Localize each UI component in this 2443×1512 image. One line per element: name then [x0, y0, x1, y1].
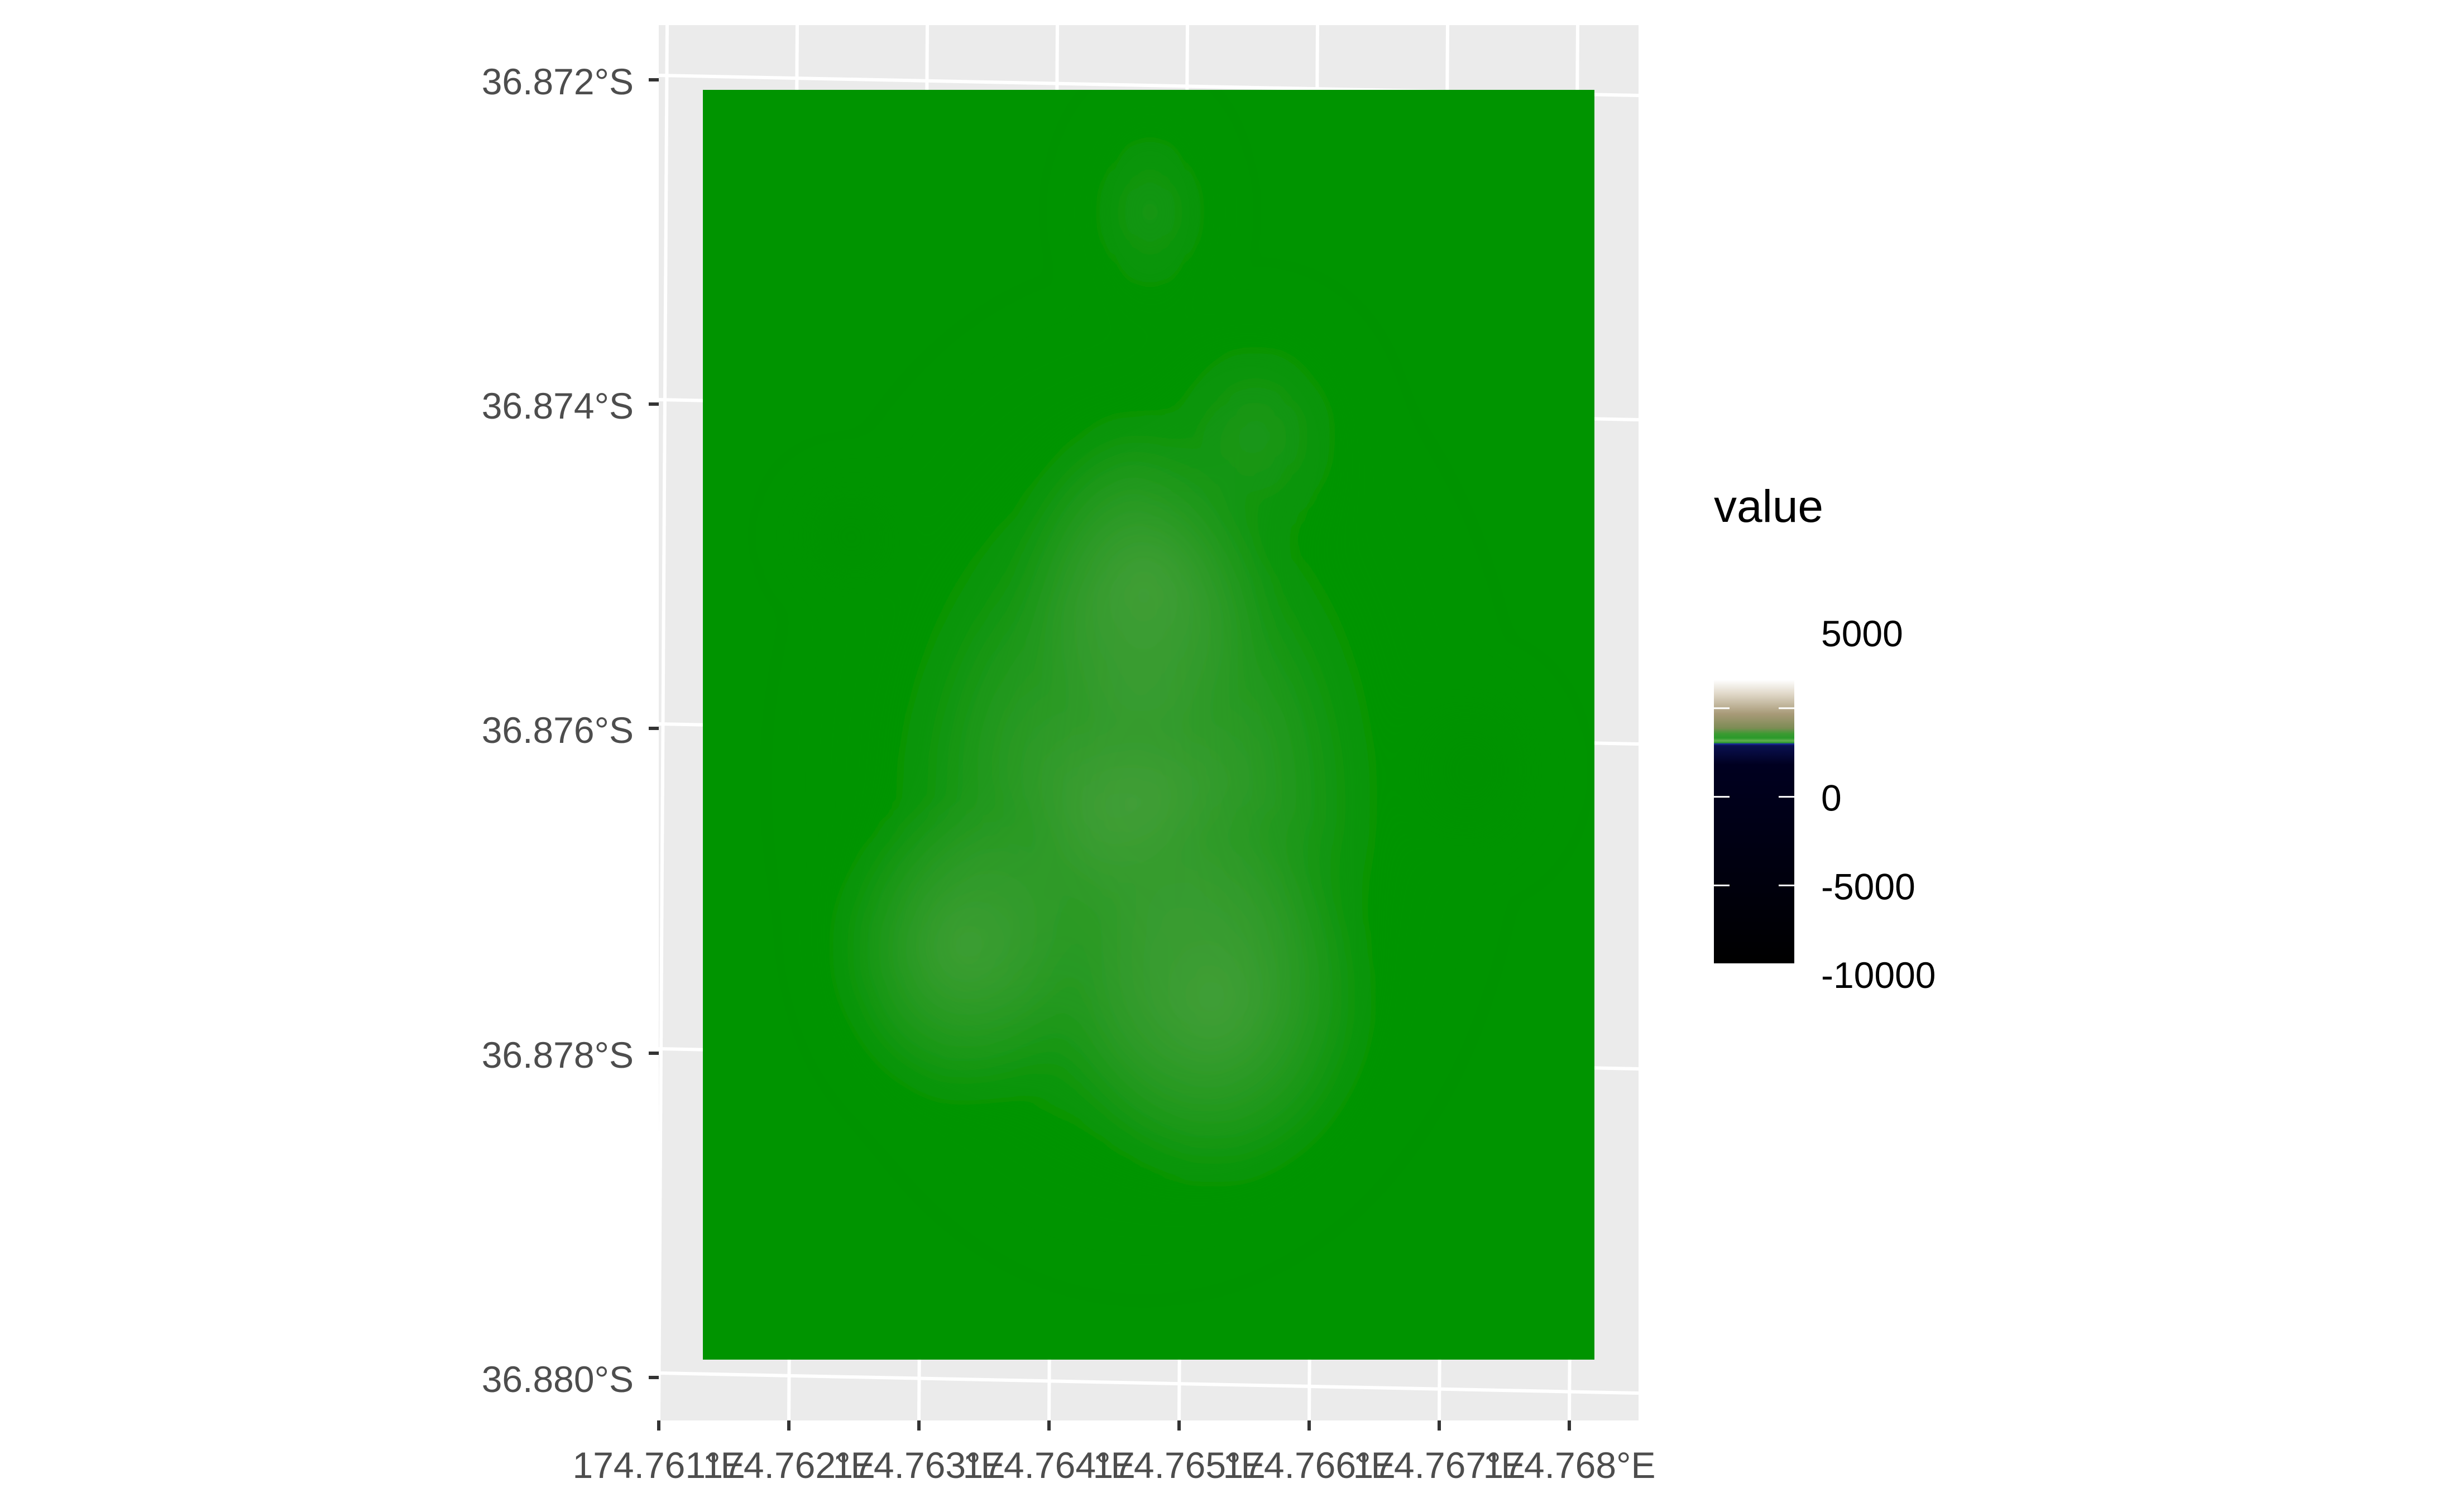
y-tick-label: 36.878°S — [482, 1034, 634, 1076]
elevation-raster — [703, 90, 1594, 1360]
legend-title: value — [1714, 481, 1823, 532]
y-tick-label: 36.876°S — [482, 709, 634, 751]
legend-label: -5000 — [1821, 866, 1915, 907]
x-tick-label: 174.766°E — [1223, 1444, 1396, 1486]
x-tick-label: 174.767°E — [1353, 1444, 1526, 1486]
x-axis: 174.761°E174.762°E174.763°E174.764°E174.… — [573, 1420, 1656, 1486]
y-tick-label: 36.880°S — [482, 1359, 634, 1400]
legend-label: 5000 — [1821, 613, 1903, 654]
y-tick-label: 36.872°S — [482, 61, 634, 102]
legend: value 5000 0 -5000 -10000 — [1714, 481, 1936, 996]
x-tick-label: 174.764°E — [963, 1444, 1136, 1486]
y-tick-label: 36.874°S — [482, 385, 634, 426]
x-tick-label: 174.761°E — [573, 1444, 745, 1486]
x-tick-label: 174.768°E — [1483, 1444, 1656, 1486]
x-tick-label: 174.765°E — [1093, 1444, 1266, 1486]
legend-label: 0 — [1821, 777, 1842, 819]
y-axis: 36.872°S 36.874°S 36.876°S 36.878°S 36.880°S — [482, 61, 659, 1400]
legend-colorbar — [1714, 680, 1794, 963]
x-tick-label: 174.763°E — [833, 1444, 1005, 1486]
legend-ticks: 5000 0 -5000 -10000 — [1714, 613, 1936, 996]
legend-label: -10000 — [1821, 954, 1936, 996]
x-tick-label: 174.762°E — [703, 1444, 875, 1486]
graticule-parallel — [658, 1371, 1639, 1395]
